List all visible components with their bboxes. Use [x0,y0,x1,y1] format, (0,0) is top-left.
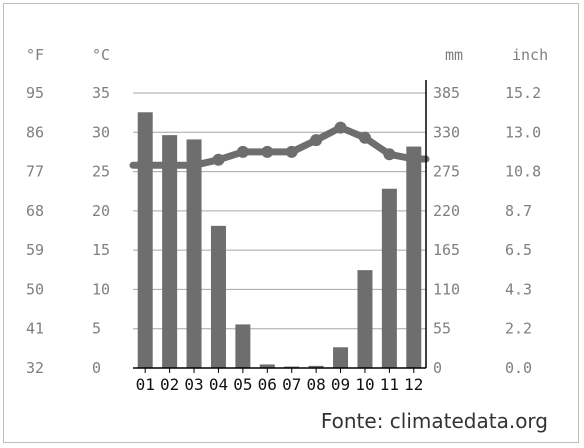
temperature-point [139,159,152,172]
month-label: 01 [136,375,155,394]
inch-header: inch [512,46,548,64]
precipitation-bar [333,347,349,368]
precipitation-bar [235,324,251,368]
mm-tick-labels: 0 55 110 165 220 275 330 385 [433,84,460,377]
precipitation-bar [186,139,202,368]
month-label: 07 [282,375,301,394]
inch-tick-labels: 0.0 2.2 4.3 6.5 8.7 10.8 13.0 15.2 [505,84,541,377]
fahrenheit-tick-label: 32 [26,359,44,377]
source-label: Fonte: climatedata.org [321,409,548,433]
temperature-point [212,153,225,166]
precipitation-bar [137,112,153,369]
mm-tick-label: 220 [433,202,460,220]
fahrenheit-tick-label: 77 [26,163,44,181]
celsius-tick-label: 0 [92,359,101,377]
celsius-tick-label: 35 [92,84,110,102]
celsius-tick-label: 5 [92,320,101,338]
celsius-tick-label: 30 [92,123,110,141]
temperature-point [310,134,323,147]
month-label: 10 [355,375,374,394]
celsius-tick-label: 20 [92,202,110,220]
fahrenheit-tick-label: 95 [26,84,44,102]
inch-tick-label: 10.8 [505,163,541,181]
inch-tick-label: 0.0 [505,359,532,377]
inch-tick-label: 6.5 [505,241,532,259]
temperature-point [236,145,249,158]
celsius-tick-label: 15 [92,241,110,259]
precipitation-bar [162,135,178,368]
celsius-tick-label: 10 [92,280,110,298]
celsius-tick-labels: 0 5 10 15 20 25 30 35 [92,84,110,377]
temperature-point [285,145,298,158]
precipitation-bar [210,225,226,368]
month-label: 06 [258,375,277,394]
fahrenheit-tick-labels: 32 41 50 59 68 77 86 95 [26,84,44,377]
inch-tick-label: 4.3 [505,280,532,298]
temperature-point [407,153,420,165]
mm-tick-label: 0 [433,359,442,377]
temperature-point [163,159,176,172]
month-label: 09 [331,375,350,394]
mm-tick-label: 330 [433,123,460,141]
fahrenheit-tick-label: 86 [26,123,44,141]
temperature-point [383,148,396,161]
mm-tick-label: 55 [433,320,451,338]
fahrenheit-tick-label: 68 [26,202,44,220]
month-label: 12 [404,375,423,394]
month-label: 03 [184,375,203,394]
fahrenheit-header: °F [26,46,44,64]
precipitation-bar [406,146,422,368]
mm-header: mm [445,46,463,64]
fahrenheit-tick-label: 50 [26,280,44,298]
precipitation-bar [357,270,373,368]
precipitation-bars [137,112,422,369]
month-label: 08 [306,375,325,394]
celsius-header: °C [92,46,110,64]
temperature-point [188,159,201,172]
inch-tick-label: 8.7 [505,202,532,220]
mm-tick-label: 385 [433,84,460,102]
mm-tick-label: 275 [433,163,460,181]
grid-lines [133,92,426,330]
inch-tick-label: 2.2 [505,320,532,338]
temperature-line [129,121,430,172]
fahrenheit-tick-label: 41 [26,320,44,338]
inch-tick-label: 13.0 [505,123,541,141]
celsius-tick-label: 25 [92,163,110,181]
mm-tick-label: 110 [433,280,460,298]
precipitation-bar [308,365,324,368]
month-tick-labels: 01 02 03 04 05 06 07 08 09 10 11 12 [136,368,423,394]
chart-frame [3,3,579,443]
mm-tick-label: 165 [433,241,460,259]
precipitation-bar [381,188,397,368]
precipitation-bar [259,364,275,368]
temperature-point [334,121,347,134]
temperature-point [261,145,274,158]
fahrenheit-tick-label: 59 [26,241,44,259]
month-label: 05 [233,375,252,394]
month-label: 11 [380,375,399,394]
month-label: 02 [160,375,179,394]
temperature-point [358,131,371,144]
inch-tick-label: 15.2 [505,84,541,102]
month-label: 04 [209,375,228,394]
